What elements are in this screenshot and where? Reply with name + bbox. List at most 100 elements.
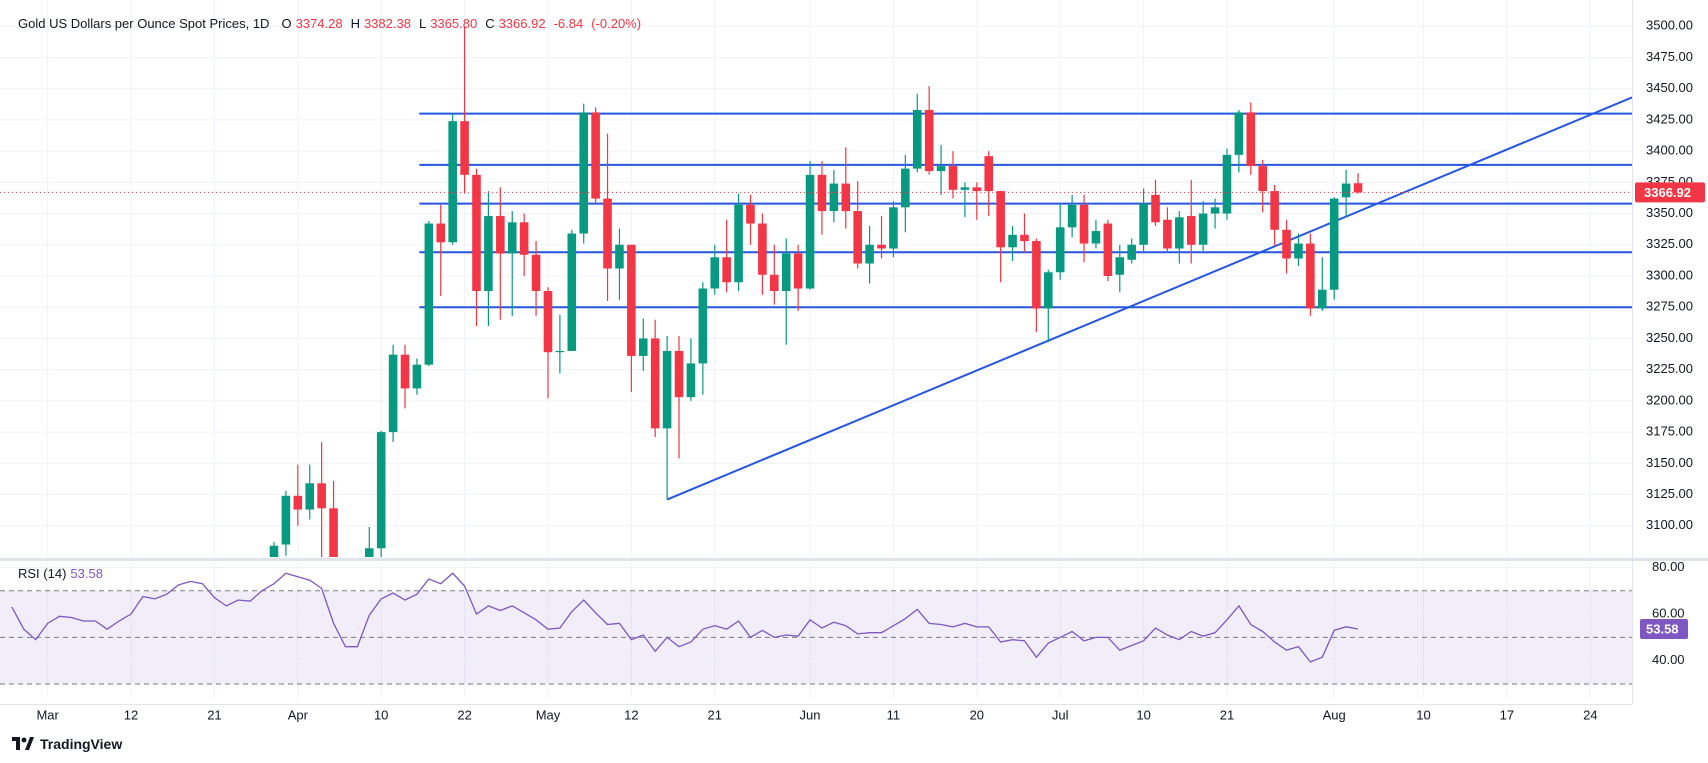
rsi-value-label: 53.58 — [1646, 621, 1679, 636]
candle-body — [901, 168, 910, 208]
x-tick-label: 10 — [374, 707, 388, 722]
candle-body — [1091, 231, 1101, 244]
ohlc-value: 3382.38 — [363, 16, 411, 31]
candle-body — [484, 216, 493, 291]
trendline — [666, 96, 1632, 501]
candle-body — [448, 121, 457, 243]
candle-body — [698, 288, 708, 364]
candle-body — [1163, 219, 1172, 249]
candle-body — [1341, 183, 1351, 198]
candle-body — [865, 244, 874, 264]
candle-body — [567, 233, 577, 351]
candle-body — [1008, 234, 1017, 248]
y-tick-label: 3225.00 — [1646, 361, 1693, 376]
candle-body — [889, 207, 898, 249]
ohlc-letter: C — [485, 16, 495, 31]
y-tick-label: 80.00 — [1652, 559, 1685, 574]
x-tick-label: Apr — [288, 707, 309, 722]
ohlc-letter: L — [418, 16, 427, 31]
rsi-value-box — [1640, 618, 1688, 639]
ohlc-letter: H — [350, 16, 360, 31]
candle-body — [805, 174, 815, 289]
candle-body — [543, 290, 553, 353]
candle-body — [1222, 154, 1232, 214]
rsi-title: RSI (14) — [18, 566, 67, 581]
rsi-header: RSI (14) 53.58 — [18, 566, 103, 581]
candle-body — [1103, 223, 1113, 277]
candle-body — [1175, 217, 1184, 249]
candle-body — [1246, 112, 1256, 167]
ohlc-value: 3374.28 — [295, 16, 343, 31]
candle-body — [1055, 227, 1065, 273]
y-tick-label: 3400.00 — [1646, 143, 1693, 158]
x-tick-label: 17 — [1500, 707, 1514, 722]
x-tick-label: Mar — [36, 707, 59, 722]
x-tick-label: 20 — [970, 707, 984, 722]
candle-body — [1353, 183, 1363, 193]
y-tick-label: 3475.00 — [1646, 49, 1693, 64]
x-tick-label: 10 — [1416, 707, 1430, 722]
candle-body — [1127, 244, 1136, 260]
candle-body — [460, 121, 469, 175]
candle-body — [912, 109, 922, 169]
candle-body — [996, 191, 1005, 248]
x-tick-label: 24 — [1583, 707, 1597, 722]
y-tick-label: 3250.00 — [1646, 330, 1693, 345]
x-tick-label: 12 — [124, 707, 138, 722]
candle-body — [591, 112, 600, 199]
y-tick-label: 3300.00 — [1646, 267, 1693, 282]
candle-body — [293, 495, 303, 510]
last-price-label: 3366.92 — [1644, 185, 1691, 200]
candle-body — [317, 483, 326, 509]
candle-body — [1210, 207, 1220, 214]
candle-body — [1317, 289, 1327, 309]
candle-body — [269, 545, 279, 557]
x-tick-label: 21 — [1220, 707, 1234, 722]
candle-body — [936, 166, 946, 172]
candle-body — [1306, 243, 1315, 309]
ohlc-letter: O — [281, 16, 292, 31]
ohlc-value: 3366.92 — [498, 16, 546, 31]
y-tick-label: 3200.00 — [1646, 392, 1693, 407]
candle-body — [793, 253, 803, 289]
footer: TradingView — [12, 736, 122, 752]
candle-body — [722, 257, 731, 283]
x-tick-label: Aug — [1323, 707, 1346, 722]
candle-body — [817, 174, 827, 212]
candle-body — [638, 338, 648, 356]
candle-body — [1282, 229, 1291, 259]
candle-body — [829, 183, 839, 212]
candle-body — [650, 338, 660, 429]
candle-body — [770, 274, 779, 291]
y-tick-label: 3150.00 — [1646, 455, 1693, 470]
x-tick-label: 10 — [1136, 707, 1150, 722]
candle-body — [686, 363, 696, 398]
ohlc-value: 3365.80 — [430, 16, 478, 31]
candle-body — [531, 254, 541, 291]
candle-body — [1151, 194, 1160, 223]
candle-body — [1329, 198, 1339, 290]
candle-body — [1139, 203, 1148, 245]
brand-logo — [12, 737, 34, 750]
x-tick-label: 21 — [207, 707, 221, 722]
candle-body — [841, 183, 851, 212]
y-tick-label: 40.00 — [1652, 652, 1685, 667]
x-tick-label: 11 — [887, 707, 901, 722]
candle-body — [758, 223, 767, 275]
candle-body — [305, 483, 315, 510]
candle-body — [924, 109, 934, 172]
candle-body — [615, 244, 624, 269]
candle-body — [376, 432, 386, 549]
x-tick-label: May — [536, 707, 561, 722]
candle-body — [972, 187, 982, 192]
candle-body — [853, 211, 862, 264]
y-tick-label: 3275.00 — [1646, 299, 1693, 314]
candle-body — [662, 350, 672, 429]
candle-body — [400, 354, 410, 389]
spacer — [273, 16, 277, 31]
candle-body — [627, 244, 636, 356]
candle-body — [1186, 216, 1196, 245]
candle-body — [781, 253, 791, 291]
candle-body — [436, 223, 446, 243]
